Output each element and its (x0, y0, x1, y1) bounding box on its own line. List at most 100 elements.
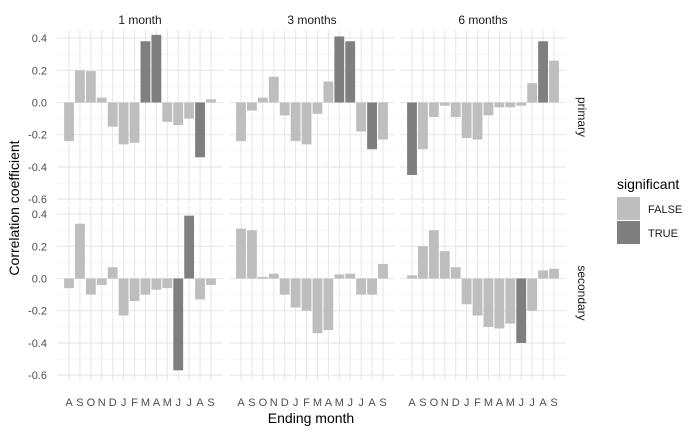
legend: significant FALSE TRUE (617, 176, 682, 244)
bar-primary-2-13 (378, 102, 388, 140)
bar-secondary-1-5 (118, 278, 129, 316)
y-tick-label: -0.4 (28, 162, 47, 174)
bar-secondary-1-13 (206, 278, 216, 285)
bar-primary-1-5 (118, 102, 129, 145)
x-tick-label: J (529, 397, 535, 409)
bar-primary-2-0 (236, 102, 246, 142)
bar-secondary-3-10 (516, 278, 527, 343)
bar-secondary-2-11 (356, 278, 367, 295)
bar-secondary-2-8 (323, 278, 334, 331)
bar-secondary-3-6 (472, 278, 483, 316)
y-tick-label: 0.0 (32, 274, 47, 286)
x-tick-label: M (141, 397, 150, 409)
bar-primary-1-6 (129, 102, 140, 143)
bar-secondary-2-9 (334, 274, 345, 279)
bar-secondary-2-10 (345, 273, 356, 279)
bar-primary-3-2 (428, 102, 439, 117)
bar-secondary-3-12 (538, 270, 548, 279)
panel-secondary-3 (400, 206, 566, 380)
bar-secondary-2-12 (367, 278, 377, 295)
panel-secondary-1 (57, 206, 223, 380)
bar-primary-3-13 (549, 60, 559, 103)
bar-secondary-3-4 (450, 267, 461, 279)
x-tick-label: F (303, 397, 310, 409)
y-tick-label: 0.0 (32, 98, 47, 110)
x-tick-label: J (464, 397, 470, 409)
panel-background (400, 206, 566, 380)
x-tick-label: A (539, 397, 547, 409)
x-tick-label: A (153, 397, 161, 409)
bar-primary-2-12 (367, 102, 377, 150)
x-tick-label: F (474, 397, 481, 409)
bar-secondary-1-1 (75, 223, 85, 279)
x-tick-label: D (109, 397, 117, 409)
bar-secondary-2-5 (290, 278, 301, 308)
bar-secondary-1-9 (162, 278, 173, 289)
bar-primary-2-4 (279, 102, 290, 116)
x-tick-label: O (259, 397, 268, 409)
panel-secondary-2 (229, 206, 395, 380)
panels-layer (57, 30, 566, 380)
bar-primary-2-1 (247, 102, 257, 111)
bar-secondary-1-4 (107, 267, 118, 279)
bar-secondary-2-1 (247, 230, 257, 279)
bar-primary-1-8 (151, 34, 162, 103)
bar-primary-3-11 (527, 83, 538, 103)
x-tick-label: J (175, 397, 181, 409)
x-tick-label: J (186, 397, 192, 409)
x-tick-label: M (313, 397, 322, 409)
y-tick-label: 0.2 (32, 65, 47, 77)
x-tick-label: A (237, 397, 245, 409)
bar-secondary-1-11 (184, 215, 195, 279)
x-tick-label: S (76, 397, 83, 409)
bar-secondary-2-2 (257, 276, 268, 279)
bar-primary-1-2 (85, 71, 96, 103)
y-tick-label: 0.2 (32, 241, 47, 253)
bar-primary-1-9 (162, 102, 173, 122)
x-tick-label: N (98, 397, 106, 409)
y-tick-label: -0.6 (28, 370, 47, 382)
x-tick-label: M (335, 397, 344, 409)
bar-secondary-3-7 (483, 278, 494, 327)
y-axis: -0.6 -0.4 -0.2 0.0 0.2 0.4 -0.6 -0.4 -0.2 0.0 0.2 0… (28, 33, 47, 382)
bar-primary-2-11 (356, 102, 367, 132)
x-tick-label: S (379, 397, 386, 409)
x-tick-label: A (368, 397, 376, 409)
bar-primary-2-2 (257, 97, 268, 103)
x-tick-label: J (121, 397, 127, 409)
strip-column-1: 1 month (118, 13, 161, 27)
strip-column-2: 3 months (287, 13, 336, 27)
panel-primary-3 (400, 30, 566, 204)
bar-primary-2-10 (345, 41, 356, 103)
bar-primary-3-10 (516, 102, 527, 106)
bar-primary-3-3 (439, 102, 450, 106)
bar-primary-1-10 (173, 102, 184, 126)
bar-primary-3-5 (461, 102, 472, 138)
bar-secondary-1-7 (140, 278, 151, 295)
bar-secondary-1-2 (85, 278, 96, 295)
x-tick-label: J (518, 397, 524, 409)
bar-secondary-3-2 (428, 230, 439, 279)
bar-secondary-1-6 (129, 278, 140, 302)
bar-secondary-1-3 (96, 278, 107, 285)
bar-primary-2-7 (312, 102, 323, 114)
bar-secondary-3-13 (549, 268, 559, 279)
bar-primary-3-1 (418, 102, 428, 150)
bar-primary-1-13 (206, 99, 216, 103)
bar-primary-2-9 (334, 36, 345, 103)
legend-title: significant (617, 176, 679, 192)
bar-secondary-3-3 (439, 251, 450, 279)
x-tick-label: M (484, 397, 493, 409)
bar-primary-1-1 (75, 70, 85, 103)
facet-strips: 1 month 3 months 6 months primary secondary (118, 13, 589, 321)
bar-primary-3-6 (472, 102, 483, 140)
strip-row-secondary: secondary (575, 265, 589, 320)
x-tick-label: A (496, 397, 504, 409)
legend-key-false (617, 197, 640, 220)
bar-primary-3-0 (407, 102, 417, 175)
legend-label-false: FALSE (648, 204, 682, 216)
y-tick-label: -0.6 (28, 194, 47, 206)
bar-primary-1-7 (140, 41, 151, 103)
x-tick-label: A (408, 397, 416, 409)
